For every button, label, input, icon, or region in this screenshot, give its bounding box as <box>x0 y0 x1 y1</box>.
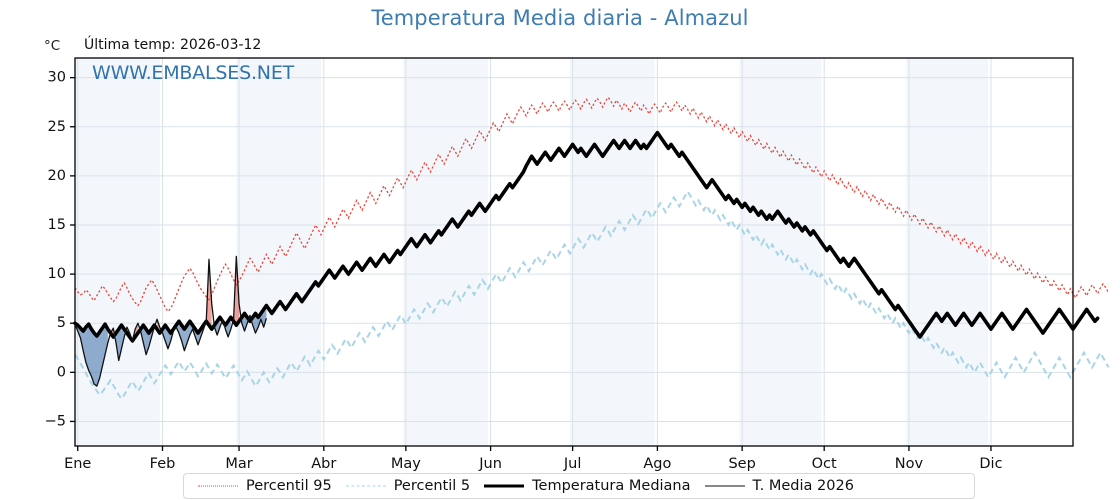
legend-item-percentil-5[interactable]: Percentil 5 <box>332 474 470 498</box>
last-temp-label: Última temp: 2026-03-12 <box>84 37 262 53</box>
legend-label: Temperatura Mediana <box>532 478 691 494</box>
legend-swatch-line-icon <box>484 479 525 493</box>
grid-lines <box>75 58 1073 446</box>
axis-ticks: −5 0 5 10 15 20 25 30 Ene Feb Mar Abr May Jun Jul Ago Se… <box>45 70 1003 472</box>
x-axis-tick-label: Oct <box>812 456 837 472</box>
x-axis-tick-label: May <box>391 456 421 472</box>
series-percentil-5 <box>74 189 1110 401</box>
legend-swatch-line-icon <box>345 479 386 493</box>
legend-swatch-line-icon <box>198 479 238 493</box>
x-axis-tick-label: Jul <box>563 456 582 472</box>
month-bands <box>75 58 989 446</box>
legend-item-percentil-95[interactable]: Percentil 95 <box>184 474 332 498</box>
legend-item-t-media-2026[interactable]: T. Media 2026 <box>691 474 854 498</box>
y-axis-tick-label: 0 <box>57 364 66 380</box>
y-axis-unit-label: °C <box>44 38 61 54</box>
x-axis-tick-label: Jun <box>478 456 502 472</box>
series-t-media-2026 <box>74 255 268 387</box>
y-axis-tick-label: 10 <box>48 266 66 282</box>
series-percentil-95 <box>74 96 1110 313</box>
y-axis-tick-label: 30 <box>48 70 66 86</box>
legend-label: Percentil 5 <box>393 478 471 494</box>
series-temperatura-mediana <box>73 130 1100 343</box>
legend-item-temperatura-mediana[interactable]: Temperatura Mediana <box>470 474 691 498</box>
y-axis-tick-label: −5 <box>45 413 66 429</box>
y-axis-tick-label: 5 <box>57 315 66 331</box>
x-axis-tick-label: Feb <box>150 456 176 472</box>
x-axis-tick-label: Ago <box>643 456 671 472</box>
page-title: Temperatura Media diaria - Almazul <box>371 6 749 30</box>
x-axis-tick-label: Nov <box>895 456 924 472</box>
watermark-label: WWW.EMBALSES.NET <box>92 62 295 84</box>
legend-label: Percentil 95 <box>246 478 332 494</box>
legend-label: T. Media 2026 <box>752 478 854 494</box>
chart-legend: Percentil 95 Percentil 5 Temperatura Med… <box>183 473 975 499</box>
y-axis-tick-label: 25 <box>48 119 66 135</box>
legend-swatch-line-icon <box>704 479 745 493</box>
x-axis-tick-label: Dic <box>979 456 1002 472</box>
plot-frame <box>74 57 1074 447</box>
x-axis-tick-label: Abr <box>311 456 336 472</box>
x-axis-tick-label: Ene <box>64 456 91 472</box>
y-axis-tick-label: 20 <box>48 168 66 184</box>
y-axis-tick-label: 15 <box>48 217 66 233</box>
x-axis-tick-label: Mar <box>225 456 252 472</box>
x-axis-tick-label: Sep <box>728 456 755 472</box>
